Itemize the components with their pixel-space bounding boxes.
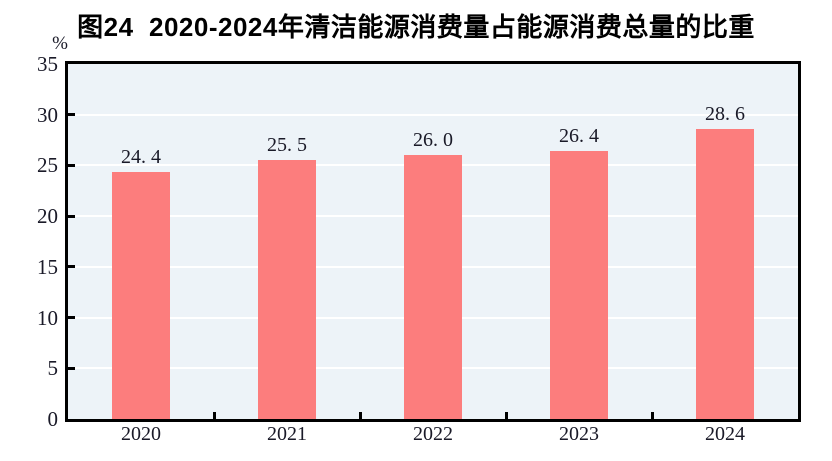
value-label-2024: 28. 6 (705, 102, 745, 125)
value-label-2021: 25. 5 (267, 134, 307, 157)
y-tick-label-10: 10 (37, 305, 58, 330)
y-tick-label-5: 5 (47, 356, 59, 381)
y-tick-label-30: 30 (37, 102, 58, 127)
value-label-2022: 26. 0 (413, 129, 453, 152)
value-label-2023: 26. 4 (559, 125, 599, 148)
y-tick-label-0: 0 (47, 407, 59, 431)
bar-2020 (112, 171, 170, 419)
x-tick-label-2020: 2020 (121, 423, 161, 445)
y-tick-label-15: 15 (37, 254, 58, 279)
gridline-30 (68, 113, 798, 116)
y-axis-unit-label: % (52, 33, 68, 54)
x-tick-label-2021: 2021 (267, 423, 307, 445)
y-tick-mark-10 (68, 316, 75, 320)
x-tick-label-2022: 2022 (413, 423, 453, 445)
y-tick-label-35: 35 (37, 52, 58, 76)
x-tick-label-2023: 2023 (559, 423, 599, 445)
y-tick-mark-25 (68, 163, 75, 167)
value-label-2020: 24. 4 (121, 145, 161, 168)
chart-title: 图24 2020-2024年清洁能源消费量占能源消费总量的比重 (77, 12, 755, 42)
x-tick-mark-2 (358, 412, 362, 419)
y-tick-mark-20 (68, 214, 75, 218)
x-tick-mark-1 (212, 412, 216, 419)
y-tick-mark-15 (68, 265, 75, 269)
y-tick-label-25: 25 (37, 153, 58, 178)
y-tick-mark-30 (68, 113, 75, 117)
bar-2024 (696, 128, 754, 419)
x-tick-mark-3 (504, 412, 508, 419)
y-tick-mark-5 (68, 366, 75, 370)
bar-2022 (404, 155, 462, 419)
bar-2021 (258, 160, 316, 419)
x-tick-mark-4 (650, 412, 654, 419)
bar-2023 (550, 151, 608, 419)
plot-area: 24. 4 25. 5 26. 0 26. 4 28. 6 (65, 61, 801, 422)
x-tick-label-2024: 2024 (705, 423, 745, 445)
y-tick-label-20: 20 (37, 204, 58, 229)
